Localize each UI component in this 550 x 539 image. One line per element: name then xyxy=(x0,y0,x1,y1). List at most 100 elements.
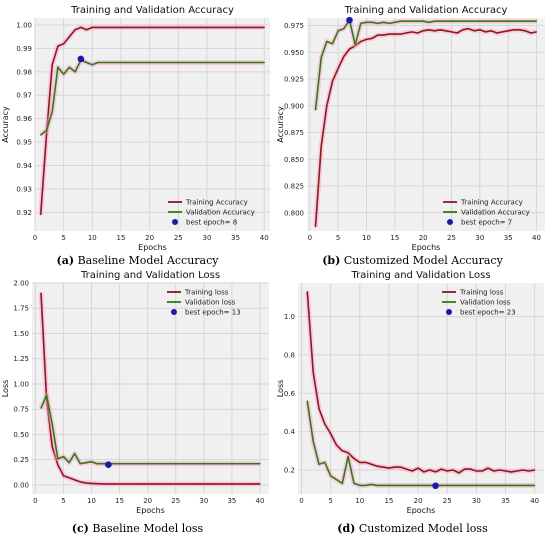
data-point xyxy=(189,26,191,28)
series-line xyxy=(39,26,265,215)
data-point xyxy=(200,61,202,64)
data-point xyxy=(370,483,373,486)
best-epoch-marker xyxy=(105,461,112,469)
chart-baseline-accuracy: 0 5 10 15 20 25 30 35 40 0.92 0.93 0.94 0.95 0.96 0.97… xyxy=(1,5,270,252)
data-point xyxy=(225,483,227,485)
data-point xyxy=(354,44,356,46)
x-tick-label: 25 xyxy=(447,234,456,242)
data-point xyxy=(108,61,111,64)
data-point xyxy=(177,26,179,28)
data-point xyxy=(152,483,154,485)
data-point xyxy=(263,26,265,28)
data-point xyxy=(183,61,185,64)
data-point xyxy=(253,483,255,485)
data-point xyxy=(493,470,495,472)
data-point xyxy=(335,444,338,446)
data-point xyxy=(359,461,361,463)
data-point xyxy=(490,30,492,32)
data-point xyxy=(452,484,454,486)
data-point xyxy=(180,483,182,485)
data-point xyxy=(429,469,431,471)
data-point xyxy=(74,479,76,481)
data-point xyxy=(428,29,430,31)
data-point xyxy=(40,214,42,216)
data-point xyxy=(416,32,419,34)
data-point xyxy=(180,463,182,465)
data-point xyxy=(131,26,134,28)
x-tick-label: 40 xyxy=(532,234,541,242)
data-point xyxy=(169,463,171,465)
data-point xyxy=(163,483,166,485)
data-point xyxy=(423,471,425,473)
y-tick-label: 0.97 xyxy=(16,92,32,100)
data-point xyxy=(177,61,179,64)
data-point xyxy=(130,483,132,485)
y-tick-label: 0.94 xyxy=(16,162,32,170)
data-point xyxy=(235,61,237,64)
data-point xyxy=(513,20,515,22)
best-epoch-marker xyxy=(77,55,85,63)
data-point xyxy=(97,26,99,28)
data-point xyxy=(535,20,538,22)
data-point xyxy=(223,61,225,64)
data-point xyxy=(312,371,314,373)
y-tick-label: 0.92 xyxy=(16,209,32,217)
legend-label: best epoch= 13 xyxy=(185,309,241,317)
data-point xyxy=(510,484,512,486)
data-point xyxy=(252,61,254,64)
data-point xyxy=(434,471,437,473)
x-tick-label: 35 xyxy=(231,234,240,242)
data-point xyxy=(318,408,320,410)
data-point xyxy=(45,129,48,131)
data-point xyxy=(475,484,477,486)
data-point xyxy=(102,483,104,485)
y-tick-label: 0.50 xyxy=(13,431,29,439)
data-point xyxy=(214,463,216,465)
data-point xyxy=(528,484,530,486)
data-point xyxy=(68,36,70,38)
data-point xyxy=(131,61,134,64)
data-point xyxy=(143,26,145,28)
y-tick-label: 2.00 xyxy=(13,280,29,288)
x-axis-label: Epochs xyxy=(138,243,167,252)
data-point xyxy=(464,484,466,486)
x-tick-label: 15 xyxy=(384,497,393,505)
chart-panel-customized-accuracy: 0 5 10 15 20 25 30 35 40 0.800 0.825 0.850 0.875 0.90… xyxy=(275,0,550,270)
data-point xyxy=(186,483,188,485)
data-point xyxy=(518,29,521,31)
data-point xyxy=(484,20,487,22)
data-point xyxy=(370,463,373,465)
x-tick-label: 15 xyxy=(115,497,124,505)
legend-best-marker xyxy=(171,309,177,315)
y-tick-label: 1.50 xyxy=(13,330,29,338)
chart-title: Training and Validation Loss xyxy=(80,270,220,281)
data-point xyxy=(360,40,362,43)
data-point xyxy=(74,29,76,31)
data-point xyxy=(68,477,70,479)
data-point xyxy=(306,291,308,293)
data-point xyxy=(496,20,498,22)
data-point xyxy=(411,470,413,472)
series-line xyxy=(314,27,537,227)
data-point xyxy=(102,463,104,465)
data-point xyxy=(490,20,492,22)
data-point xyxy=(467,28,470,30)
caption: (a) Baseline Model Accuracy xyxy=(0,254,275,267)
data-point xyxy=(163,463,166,465)
data-point xyxy=(194,26,197,28)
data-point xyxy=(501,31,504,33)
caption-tag: (c) xyxy=(71,522,89,535)
data-point xyxy=(440,468,443,470)
data-point xyxy=(120,61,122,64)
caption-text: Customized Model loss xyxy=(358,522,488,535)
x-tick-label: 25 xyxy=(174,234,183,242)
data-point xyxy=(62,475,65,477)
caption-text: Customized Model Accuracy xyxy=(343,254,503,267)
data-point xyxy=(124,483,126,485)
data-point xyxy=(242,463,244,465)
data-point xyxy=(399,33,402,35)
data-point xyxy=(433,30,436,32)
data-point xyxy=(341,482,343,485)
y-tick-label: 0.98 xyxy=(16,68,32,76)
data-point xyxy=(137,26,139,28)
